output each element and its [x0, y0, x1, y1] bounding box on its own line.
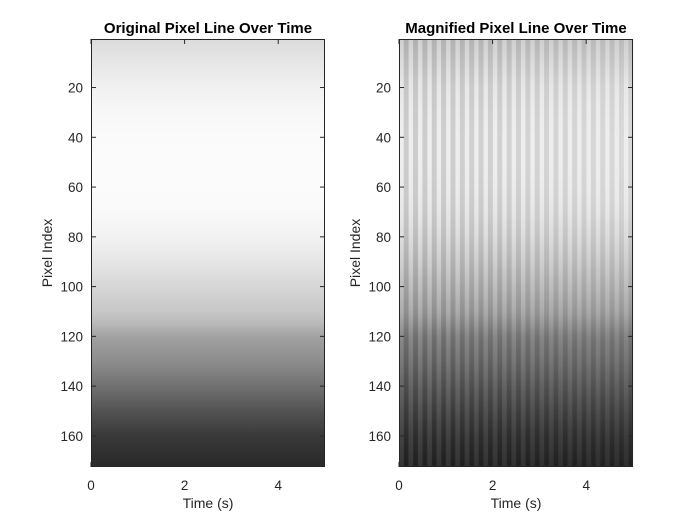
y-tick-label: 40 [376, 130, 391, 145]
y-tick-label: 60 [376, 180, 391, 195]
heatmap-stripe [572, 39, 578, 467]
heatmap-stripe [436, 39, 442, 467]
heatmap-stripe [487, 39, 493, 467]
heatmap-gradient [91, 39, 325, 467]
y-tick-label: 120 [60, 329, 83, 344]
heatmap-stripe [525, 39, 531, 467]
heatmap-stripe [459, 39, 465, 467]
heatmap-stripe [562, 39, 568, 467]
right-x-axis-label: Time (s) [491, 495, 542, 511]
heatmap-stripe [445, 39, 451, 467]
heatmap-stripe [609, 39, 615, 467]
y-tick-label: 60 [68, 180, 83, 195]
left-axes-frame [91, 39, 325, 467]
right-x-axis-ticks: 0 2 4 [395, 39, 590, 493]
y-tick-label: 100 [60, 280, 83, 295]
x-tick-label: 4 [274, 478, 282, 493]
heatmap-stripe [408, 39, 414, 467]
y-tick-label: 160 [368, 429, 391, 444]
heatmap-stripe [586, 39, 592, 467]
heatmap-stripe [618, 39, 624, 467]
left-x-axis-ticks: 0 2 4 [87, 39, 282, 493]
left-y-axis-ticks: 20 40 60 80 100 120 140 160 [60, 81, 325, 444]
heatmap-stripe [614, 39, 620, 467]
heatmap-stripe [544, 39, 550, 467]
heatmap-stripe [501, 39, 507, 467]
x-tick-label: 0 [395, 478, 403, 493]
heatmap-stripe [520, 39, 526, 467]
heatmap-stripe [553, 39, 559, 467]
heatmap-stripe [548, 39, 554, 467]
heatmap-stripe [473, 39, 479, 467]
heatmap-stripe [431, 39, 437, 467]
heatmap-stripe [530, 39, 536, 467]
y-tick-label: 20 [376, 81, 391, 96]
heatmap-stripe [399, 39, 404, 467]
x-tick-label: 4 [582, 478, 590, 493]
heatmap-stripe [450, 39, 456, 467]
heatmap-stripe [469, 39, 475, 467]
heatmap-stripe [628, 39, 634, 467]
heatmap-stripe [441, 39, 447, 467]
left-chart-title: Original Pixel Line Over Time [104, 20, 312, 37]
heatmap-stripe [427, 39, 433, 467]
heatmap-stripe [492, 39, 498, 467]
heatmap-stripe [417, 39, 423, 467]
heatmap-stripe [600, 39, 606, 467]
heatmap-stripe [558, 39, 564, 467]
left-axes: Original Pixel Line Over Time 2040608010… [39, 20, 325, 511]
heatmap-stripe [567, 39, 573, 467]
right-heatmap-image [399, 39, 634, 467]
heatmap-stripe [455, 39, 461, 467]
left-y-axis-label: Pixel Index [39, 219, 55, 287]
y-tick-label: 40 [68, 130, 83, 145]
heatmap-stripe [516, 39, 521, 467]
heatmap-stripe [511, 39, 517, 467]
heatmap-stripe [506, 39, 512, 467]
x-tick-label: 2 [489, 478, 497, 493]
heatmap-stripe [403, 39, 409, 467]
heatmap-stripe [590, 39, 596, 467]
heatmap-stripe [539, 39, 545, 467]
heatmap-stripe [464, 39, 470, 467]
y-tick-label: 80 [376, 230, 391, 245]
heatmap-stripe [604, 39, 610, 467]
y-tick-label: 20 [68, 81, 83, 96]
left-heatmap-image [91, 39, 325, 467]
right-y-axis-label: Pixel Index [347, 219, 363, 287]
right-chart-title: Magnified Pixel Line Over Time [405, 20, 626, 37]
heatmap-stripe [422, 39, 428, 467]
heatmap-stripe [576, 39, 582, 467]
y-tick-label: 80 [68, 230, 83, 245]
y-tick-label: 120 [368, 329, 391, 344]
y-tick-label: 140 [368, 379, 391, 394]
heatmap-stripe [623, 39, 629, 467]
y-tick-label: 160 [60, 429, 83, 444]
heatmap-stripe [478, 39, 484, 467]
heatmap-gradient [399, 39, 633, 467]
heatmap-stripe [483, 39, 489, 467]
x-tick-label: 0 [87, 478, 95, 493]
y-tick-label: 140 [60, 379, 83, 394]
right-axes: Magnified Pixel Line Over Time 204060801… [347, 20, 634, 511]
x-tick-label: 2 [181, 478, 189, 493]
left-x-axis-label: Time (s) [183, 495, 234, 511]
heatmap-stripe [595, 39, 601, 467]
heatmap-stripe [534, 39, 540, 467]
y-tick-label: 100 [368, 280, 391, 295]
heatmap-stripe [413, 39, 419, 467]
right-axes-frame [399, 39, 633, 467]
right-y-axis-ticks: 20 40 60 80 100 120 140 160 [368, 81, 633, 444]
heatmap-stripe [581, 39, 587, 467]
heatmap-stripe [497, 39, 503, 467]
